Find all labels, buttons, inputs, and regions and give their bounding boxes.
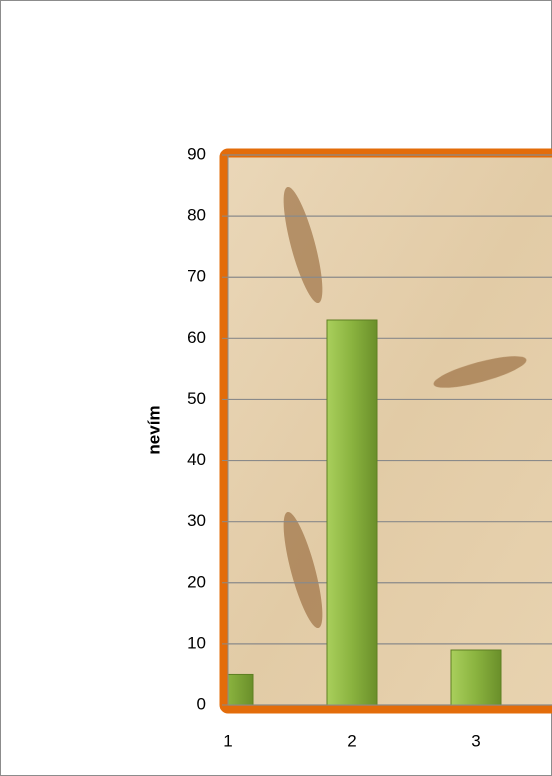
bar <box>451 650 501 705</box>
y-tick-label: 60 <box>187 328 206 347</box>
y-tick-label: 0 <box>197 694 206 713</box>
plot-area <box>224 153 552 709</box>
chart: nevím 0 10 20 30 40 50 60 70 80 90 1 2 3 <box>0 0 552 776</box>
y-tick-label: 30 <box>187 511 206 530</box>
y-tick-label: 70 <box>187 267 206 286</box>
y-tick-label: 80 <box>187 206 206 225</box>
y-tick-label: 40 <box>187 450 206 469</box>
y-tick-label: 20 <box>187 572 206 591</box>
x-tick-label: 2 <box>347 731 356 750</box>
y-tick-label: 90 <box>187 144 206 163</box>
y-tick-label: 50 <box>187 389 206 408</box>
page: nevím 0102030405060708090123 (() => { co… <box>0 0 552 776</box>
x-tick-label: 3 <box>471 731 480 750</box>
bar <box>327 320 377 705</box>
y-tick-label: 10 <box>187 633 206 652</box>
y-axis-title: nevím <box>144 405 163 454</box>
x-tick-label: 1 <box>223 731 232 750</box>
